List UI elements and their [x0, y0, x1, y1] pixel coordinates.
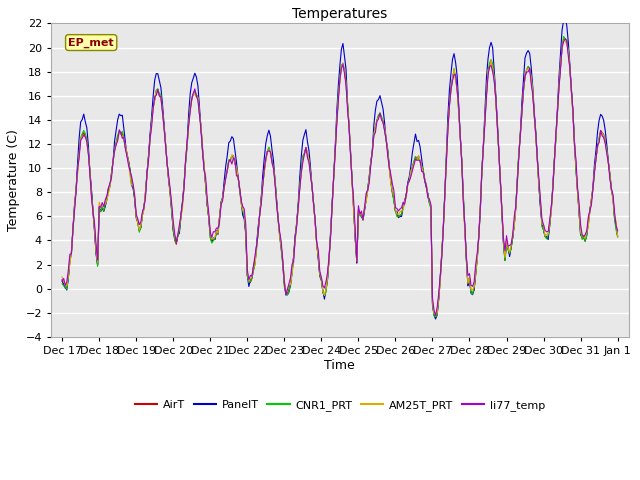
Text: EP_met: EP_met [68, 37, 114, 48]
X-axis label: Time: Time [324, 359, 355, 372]
Legend: AirT, PanelT, CNR1_PRT, AM25T_PRT, li77_temp: AirT, PanelT, CNR1_PRT, AM25T_PRT, li77_… [131, 396, 549, 416]
Title: Temperatures: Temperatures [292, 7, 387, 21]
Y-axis label: Temperature (C): Temperature (C) [7, 129, 20, 231]
